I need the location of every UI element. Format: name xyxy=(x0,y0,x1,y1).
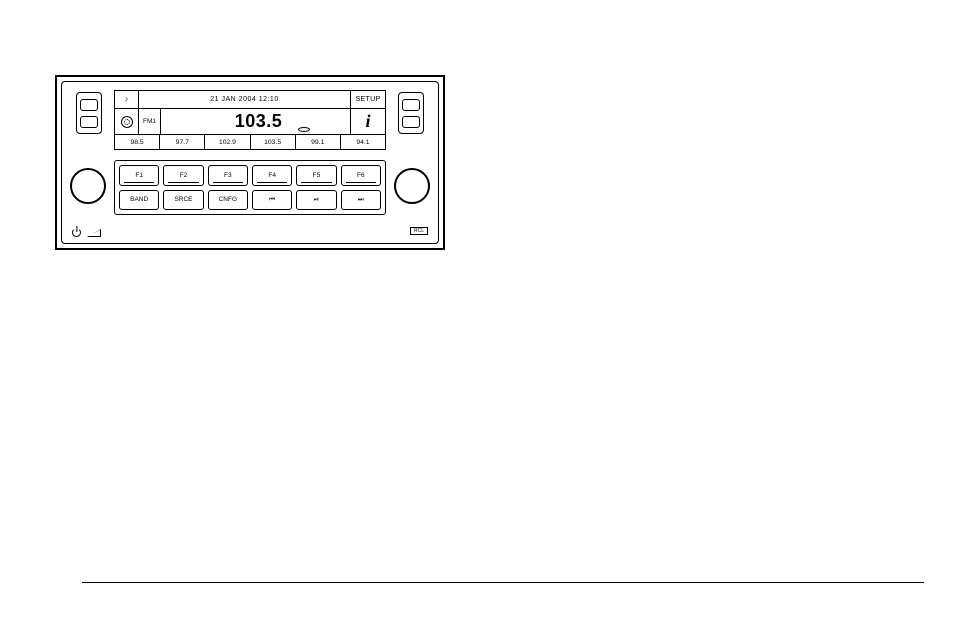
stereo-indicator-icon xyxy=(298,127,310,132)
preset-cell: 99.1 xyxy=(296,135,341,150)
settings-gear-icon xyxy=(115,109,139,134)
f4-button[interactable]: F4 xyxy=(252,165,292,186)
right-knob[interactable] xyxy=(394,168,430,204)
skip-back-icon: ⏮ xyxy=(269,196,275,204)
skip-forward-icon: ⏭ xyxy=(358,196,364,204)
rocker-down-button[interactable] xyxy=(80,116,98,128)
btn-label: F6 xyxy=(357,172,365,179)
rocker-up-button[interactable] xyxy=(402,99,420,111)
play-pause-icon: ⏯ xyxy=(314,196,319,204)
rocker-up-button[interactable] xyxy=(80,99,98,111)
function-row: F1 F2 F3 F4 F5 F6 xyxy=(119,165,381,186)
frequency-value: 103.5 xyxy=(235,111,283,132)
preset-cell: 94.1 xyxy=(341,135,385,150)
btn-label: F5 xyxy=(313,172,321,179)
preset-cell: 98.5 xyxy=(115,135,160,150)
left-knob[interactable] xyxy=(70,168,106,204)
band-button[interactable]: BAND xyxy=(119,190,159,211)
play-pause-button[interactable]: ⏯ xyxy=(296,190,336,211)
frequency-display: 103.5 xyxy=(161,109,351,134)
preset-cell: 102.9 xyxy=(205,135,250,150)
preset-cell: 97.7 xyxy=(160,135,205,150)
f2-button[interactable]: F2 xyxy=(163,165,203,186)
volume-icon xyxy=(87,229,101,237)
btn-label: SRCE xyxy=(174,196,192,203)
preset-cell: 103.5 xyxy=(251,135,296,150)
button-panel: F1 F2 F3 F4 F5 F6 BAND SRCE CNFG ⏮ ⏯ ⏭ xyxy=(114,160,386,215)
right-rocker[interactable] xyxy=(398,92,424,134)
f3-button[interactable]: F3 xyxy=(208,165,248,186)
setup-softkey[interactable]: SETUP xyxy=(351,91,385,108)
prev-track-button[interactable]: ⏮ xyxy=(252,190,292,211)
source-button[interactable]: SRCE xyxy=(163,190,203,211)
band-indicator: FM1 xyxy=(139,109,161,134)
btn-label: F2 xyxy=(180,172,188,179)
control-row: BAND SRCE CNFG ⏮ ⏯ ⏭ xyxy=(119,190,381,211)
btn-label: F3 xyxy=(224,172,232,179)
preset-bar: 98.5 97.7 102.9 103.5 99.1 94.1 xyxy=(115,135,385,150)
power-volume-icons xyxy=(72,228,101,237)
btn-label: CNFG xyxy=(219,196,237,203)
page-footer-rule xyxy=(82,582,924,583)
f6-button[interactable]: F6 xyxy=(341,165,381,186)
f5-button[interactable]: F5 xyxy=(296,165,336,186)
btn-label: F4 xyxy=(268,172,276,179)
left-rocker[interactable] xyxy=(76,92,102,134)
music-note-icon: ♪ xyxy=(115,91,139,108)
btn-label: F1 xyxy=(135,172,143,179)
rocker-down-button[interactable] xyxy=(402,116,420,128)
next-track-button[interactable]: ⏭ xyxy=(341,190,381,211)
car-radio-faceplate: ♪ 21 JAN 2004 12:10 SETUP FM1 103.5 i 98… xyxy=(55,75,445,250)
lcd-display: ♪ 21 JAN 2004 12:10 SETUP FM1 103.5 i 98… xyxy=(114,90,386,150)
btn-label: BAND xyxy=(130,196,148,203)
power-icon xyxy=(72,228,81,237)
info-softkey[interactable]: i xyxy=(351,109,385,134)
f1-button[interactable]: F1 xyxy=(119,165,159,186)
date-time-display: 21 JAN 2004 12:10 xyxy=(139,91,351,108)
config-button[interactable]: CNFG xyxy=(208,190,248,211)
faceplate-inner: ♪ 21 JAN 2004 12:10 SETUP FM1 103.5 i 98… xyxy=(61,81,439,244)
rcl-indicator: RCL xyxy=(410,227,428,235)
